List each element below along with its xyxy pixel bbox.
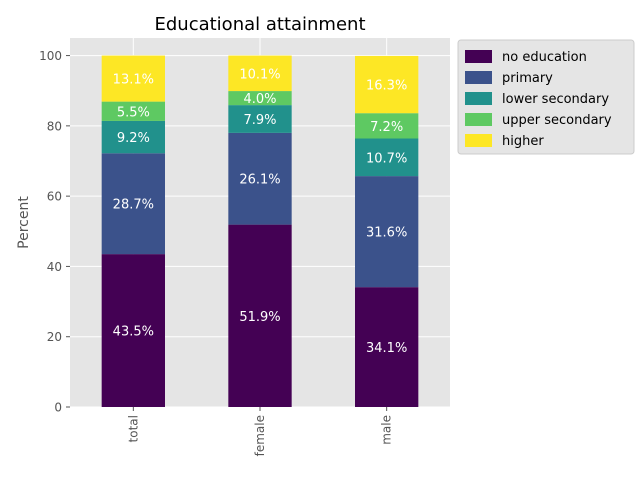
x-tick-label: female [253,415,267,456]
bar-segment [228,91,292,106]
bar-value-label: 13.1% [113,73,154,88]
bar-value-label: 7.2% [370,120,403,135]
bar-segment [228,132,292,225]
legend-label: upper secondary [502,113,612,128]
bar-value-label: 5.5% [117,105,150,120]
y-tick-label: 20 [47,330,62,344]
bar-segment [355,287,419,407]
bar-value-label: 16.3% [366,79,407,94]
bar-value-label: 9.2% [117,131,150,146]
bar-segment [101,153,165,255]
chart-title: Educational attainment [154,14,365,35]
bar-segment [355,113,419,139]
legend-swatch [465,92,492,105]
x-axis: total female male [126,407,394,456]
bar-segment [101,120,165,154]
y-tick-label: 60 [47,190,62,204]
bar-segment [228,55,292,92]
bar-value-label: 34.1% [366,341,407,356]
bar-value-label: 4.0% [243,92,276,107]
y-tick-label: 40 [47,260,62,274]
y-axis: 0 20 40 60 80 100 [39,49,70,415]
legend-swatch [465,50,492,63]
y-tick-label: 100 [39,49,62,63]
y-tick-label: 0 [54,401,62,415]
bar-segment [101,55,165,102]
bar-value-label: 28.7% [113,198,154,213]
bars [101,55,419,407]
bar-segment [355,55,419,114]
bar-value-label: 10.7% [366,151,407,166]
bar-segment [355,138,419,177]
legend-box [457,39,635,155]
bar-value-label: 10.1% [239,67,280,82]
legend-swatch [465,134,492,147]
bar-value-label: 31.6% [366,226,407,241]
y-axis-label: Percent [16,196,32,249]
bar-segment [101,254,165,407]
x-tick-label: total [126,415,140,442]
legend-label: higher [502,134,544,149]
legend-label: no education [502,50,587,65]
bar-value-label: 7.9% [243,113,276,128]
legend-label: primary [502,71,553,86]
x-tick-label: male [380,415,394,445]
bar-value-label: 43.5% [113,325,154,340]
legend-swatch [465,113,492,126]
legend-label: lower secondary [502,92,609,107]
bar-segment [228,105,292,133]
bar-labels: 43.5% 28.7% 9.2% 5.5% 13.1% 51.9% 26.1% 7.9% 4.0… [113,67,408,356]
bar-segment [228,224,292,407]
bar-segment [355,176,419,288]
bar-value-label: 51.9% [239,310,280,325]
y-tick-label: 80 [47,119,62,133]
legend-swatch [465,71,492,84]
legend: no education primary lower secondary upper … [457,39,635,155]
bar-segment [101,101,165,121]
bar-value-label: 26.1% [239,173,280,188]
